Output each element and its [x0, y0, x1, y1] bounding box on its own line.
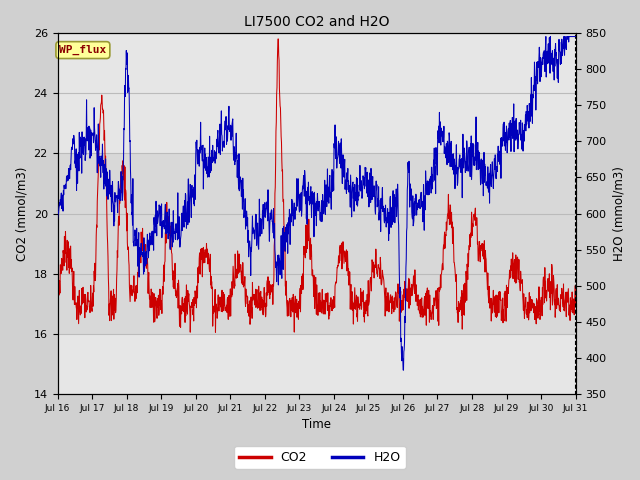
Title: LI7500 CO2 and H2O: LI7500 CO2 and H2O [244, 15, 389, 29]
Text: WP_flux: WP_flux [60, 45, 106, 55]
X-axis label: Time: Time [302, 419, 331, 432]
Bar [58, 153, 575, 334]
Y-axis label: CO2 (mmol/m3): CO2 (mmol/m3) [15, 167, 28, 261]
Legend: CO2, H2O: CO2, H2O [234, 446, 406, 469]
Y-axis label: H2O (mmol/m3): H2O (mmol/m3) [612, 166, 625, 261]
